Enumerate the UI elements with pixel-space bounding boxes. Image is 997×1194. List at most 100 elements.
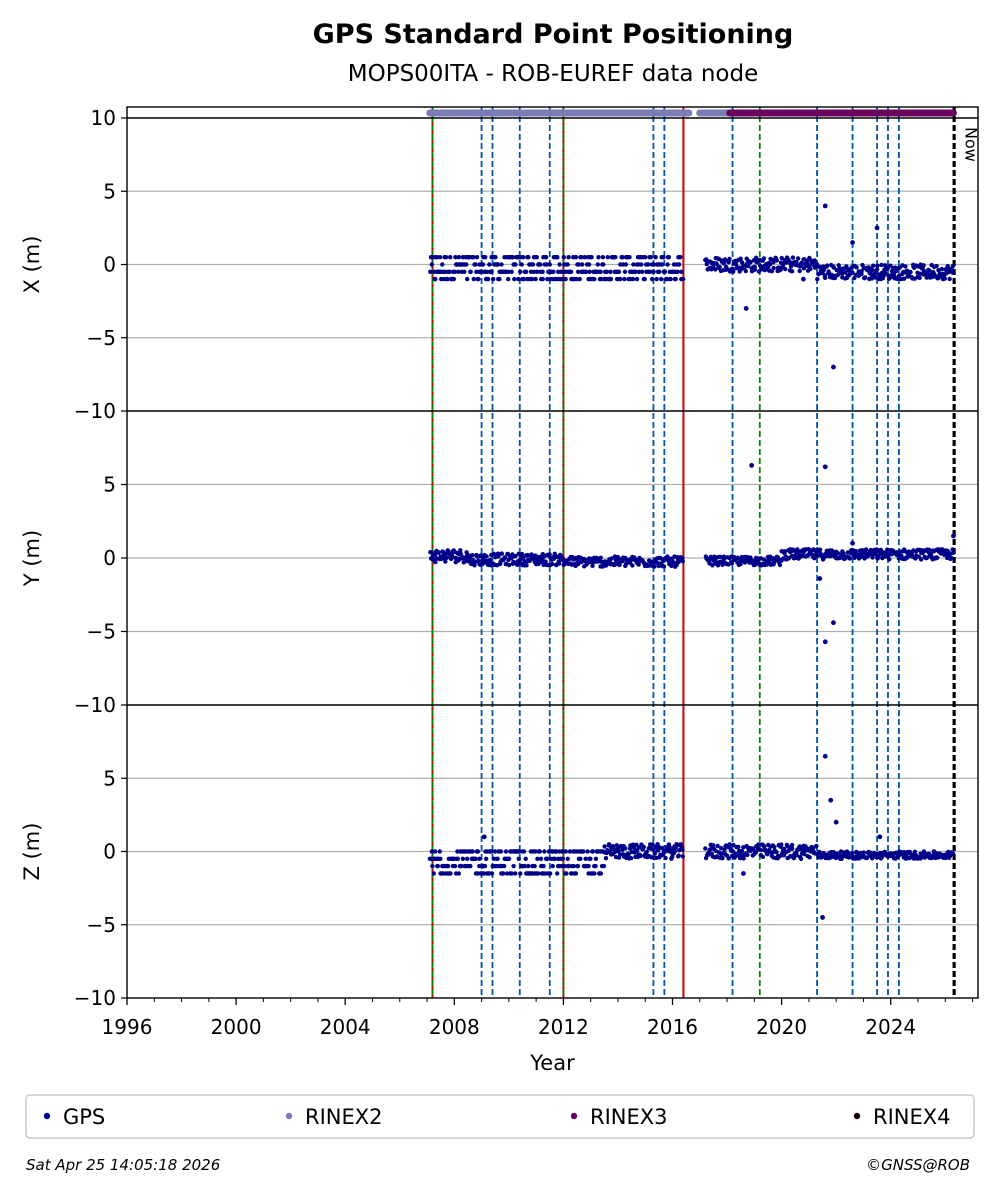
gps-point bbox=[445, 276, 450, 282]
gps-point bbox=[501, 863, 507, 869]
gps-point bbox=[541, 863, 546, 869]
legend-entry: GPS bbox=[63, 1105, 105, 1129]
gps-point bbox=[502, 555, 508, 560]
legend-marker bbox=[285, 1112, 293, 1120]
gps-point bbox=[887, 557, 892, 562]
gps-point bbox=[531, 269, 537, 274]
gps-point bbox=[731, 268, 736, 274]
footer-timestamp: Sat Apr 25 14:05:18 2026 bbox=[26, 1156, 220, 1174]
gps-point bbox=[679, 269, 684, 274]
gps-point bbox=[680, 847, 685, 852]
legend: GPS RINEX2 RINEX3 RINEX4 bbox=[25, 1094, 975, 1139]
y-tick-label: 0 bbox=[103, 546, 116, 570]
footer-copyright: ©GNSS@ROB bbox=[866, 1156, 970, 1174]
gps-point bbox=[429, 849, 434, 854]
gps-point bbox=[751, 847, 756, 852]
now-label: Now bbox=[961, 127, 980, 162]
gps-outlier-point bbox=[874, 225, 880, 231]
y-axis-label: X (m) bbox=[20, 236, 44, 294]
gps-point bbox=[480, 262, 486, 267]
gps-point bbox=[601, 262, 606, 267]
gps-point bbox=[476, 276, 481, 282]
gps-point bbox=[468, 863, 473, 869]
legend-entry: RINEX2 bbox=[305, 1105, 383, 1129]
gps-point bbox=[715, 843, 720, 849]
gps-point bbox=[527, 558, 532, 563]
gps-point bbox=[458, 548, 463, 553]
gps-point bbox=[618, 276, 623, 282]
gps-point bbox=[662, 269, 668, 274]
gps-point bbox=[807, 855, 812, 860]
gps-point bbox=[438, 856, 443, 861]
gps-point bbox=[563, 276, 568, 282]
gps-point bbox=[869, 856, 875, 861]
gps-point bbox=[711, 843, 716, 848]
gps-outlier-point bbox=[877, 834, 883, 840]
gps-point bbox=[509, 871, 514, 876]
gps-point bbox=[703, 846, 708, 851]
gps-point bbox=[576, 262, 582, 267]
gps-outlier-point bbox=[801, 276, 806, 282]
gps-point bbox=[774, 258, 779, 263]
gps-point bbox=[661, 564, 667, 569]
gps-point bbox=[526, 863, 531, 869]
gps-point bbox=[748, 259, 753, 265]
gps-point bbox=[759, 267, 764, 272]
gps-point bbox=[523, 856, 528, 861]
gps-point bbox=[513, 262, 518, 267]
gps-point bbox=[436, 550, 441, 555]
gps-point bbox=[650, 276, 655, 282]
gps-point bbox=[859, 269, 864, 274]
gps-point bbox=[774, 850, 779, 855]
gps-point bbox=[639, 262, 644, 267]
gps-point bbox=[519, 551, 525, 557]
gps-point bbox=[538, 856, 544, 861]
y-tick-label: 0 bbox=[103, 840, 116, 864]
legend-box bbox=[25, 1094, 975, 1139]
gps-point bbox=[522, 863, 527, 869]
gps-point bbox=[947, 552, 952, 557]
gps-point bbox=[473, 856, 478, 861]
gps-point bbox=[850, 851, 855, 856]
gps-point bbox=[790, 846, 795, 851]
gps-point bbox=[845, 850, 851, 856]
gps-point bbox=[465, 856, 470, 861]
gps-point bbox=[627, 846, 633, 851]
gps-point bbox=[555, 255, 560, 260]
gps-point bbox=[433, 559, 438, 565]
gps-point bbox=[477, 863, 482, 869]
gps-point bbox=[429, 262, 434, 267]
gps-point bbox=[949, 556, 954, 561]
gps-point bbox=[484, 554, 489, 559]
gps-point bbox=[518, 871, 523, 876]
gps-point bbox=[524, 563, 529, 568]
gps-point bbox=[921, 263, 926, 268]
gps-point bbox=[511, 863, 516, 869]
gps-point bbox=[875, 855, 880, 860]
gps-point bbox=[869, 276, 875, 281]
gps-point bbox=[540, 269, 545, 274]
gps-outlier-point bbox=[831, 620, 836, 626]
gps-point bbox=[750, 558, 756, 563]
gps-outlier-point bbox=[822, 753, 828, 759]
gps-point bbox=[908, 269, 913, 275]
gps-point bbox=[581, 849, 586, 854]
gps-point bbox=[616, 269, 622, 274]
gps-point bbox=[503, 849, 509, 854]
gps-point bbox=[760, 854, 766, 859]
gps-point bbox=[498, 849, 503, 854]
gps-point bbox=[506, 562, 512, 568]
gps-point bbox=[653, 255, 658, 260]
gps-point bbox=[808, 266, 813, 272]
gps-point bbox=[430, 863, 435, 869]
gps-point bbox=[432, 552, 438, 558]
gps-point bbox=[585, 849, 590, 854]
gps-point bbox=[912, 849, 918, 854]
gps-point bbox=[721, 261, 727, 266]
gps-point bbox=[552, 551, 557, 556]
gps-point bbox=[595, 262, 600, 267]
gps-point bbox=[510, 255, 515, 260]
gps-point bbox=[714, 262, 719, 267]
gps-point bbox=[630, 276, 636, 282]
gps-point bbox=[605, 255, 610, 260]
